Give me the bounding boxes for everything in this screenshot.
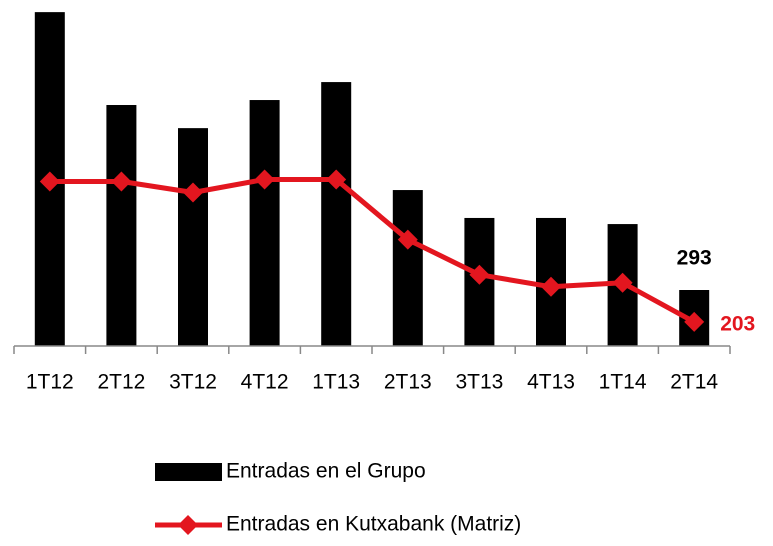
x-tick-label: 4T13 <box>527 371 575 394</box>
x-tick-label: 3T13 <box>455 371 503 394</box>
x-tick-label: 2T14 <box>670 371 718 394</box>
legend-marker <box>178 515 198 535</box>
marker <box>612 272 633 293</box>
marker <box>183 182 203 203</box>
data-label: 203 <box>720 312 755 335</box>
marker <box>684 311 705 332</box>
marker <box>111 171 132 192</box>
x-tick-label: 4T12 <box>241 371 289 394</box>
x-tick-label: 1T14 <box>599 371 647 394</box>
bar <box>106 105 137 347</box>
bar <box>392 190 423 346</box>
marker <box>541 276 561 297</box>
line <box>49 176 696 325</box>
marker <box>397 229 418 250</box>
legend-label: Entradas en el Grupo <box>226 460 426 483</box>
bar <box>321 82 352 346</box>
marker <box>39 171 60 192</box>
bar <box>178 128 208 346</box>
marker <box>254 169 275 190</box>
marker <box>469 264 490 285</box>
x-tick-label: 2T12 <box>97 371 145 394</box>
legend-label: Entradas en Kutxabank (Matriz) <box>226 513 521 536</box>
data-label: 293 <box>677 247 712 270</box>
marker <box>326 169 347 190</box>
legend-swatch <box>155 463 222 481</box>
x-tick-label: 1T12 <box>26 371 74 394</box>
x-tick-label: 2T13 <box>384 371 432 394</box>
bar <box>249 100 280 346</box>
x-tick-label: 1T13 <box>312 371 360 394</box>
x-tick-label: 3T12 <box>169 371 217 394</box>
